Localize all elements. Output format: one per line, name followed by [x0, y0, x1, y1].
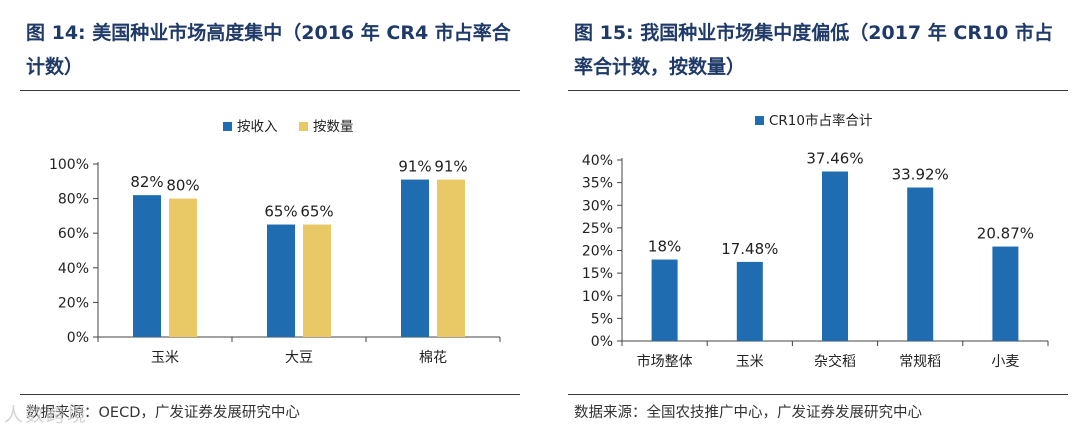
x-category-label: 棉花: [419, 349, 447, 366]
x-category-label: 小麦: [991, 354, 1019, 370]
x-category-label: 市场整体: [637, 353, 693, 370]
y-tick-label: 20%: [58, 295, 89, 311]
y-tick-label: 40%: [582, 153, 613, 169]
y-tick-label: 40%: [58, 261, 89, 277]
data-label: 82%: [130, 173, 163, 191]
figure-14-title: 图 14: 美国种业市场高度集中（2016 年 CR4 市占率合计数）: [26, 22, 511, 78]
y-tick-label: 60%: [58, 226, 89, 242]
x-category-label: 玉米: [736, 354, 764, 370]
watermark-text: 人数跨境: [4, 404, 89, 426]
bottom-divider: [20, 394, 520, 395]
bar-棉花-按数量: [437, 179, 465, 337]
bar-玉米-按收入: [133, 195, 161, 337]
legend-label-1: 按数量: [313, 119, 354, 135]
bar-大豆-按数量: [303, 224, 331, 337]
bar-杂交稻-CR10市占率合计: [822, 171, 848, 341]
y-tick-label: 0%: [67, 330, 89, 346]
data-label: 80%: [166, 177, 199, 195]
figure-14-source: 数据来源：OECD，广发证券发展研究中心: [26, 405, 300, 421]
y-tick-label: 80%: [58, 192, 89, 208]
legend-swatch-0: [755, 116, 764, 125]
data-label: 18%: [648, 238, 681, 256]
figure-14-panel: 图 14: 美国种业市场高度集中（2016 年 CR4 市占率合计数） 按收入 按…: [0, 0, 532, 440]
y-tick-label: 30%: [582, 198, 613, 214]
x-category-label: 杂交稻: [814, 353, 856, 370]
bar-玉米-CR10市占率合计: [736, 261, 763, 341]
data-label: 33.92%: [892, 166, 949, 184]
y-tick-label: 35%: [582, 176, 613, 192]
bar-大豆-按收入: [267, 224, 295, 337]
legend-label-0: 按收入: [237, 119, 278, 135]
y-tick-label: 10%: [582, 289, 613, 305]
bar-小麦-CR10市占率合计: [992, 246, 1019, 341]
x-category-label: 玉米: [151, 350, 179, 366]
y-tick-label: 15%: [582, 266, 613, 282]
figure-15-title: 图 15: 我国种业市场集中度偏低（2017 年 CR10 市占率合计数，按数量…: [574, 22, 1054, 78]
x-category-label: 常规稻: [899, 354, 941, 370]
figure-15-source: 数据来源：全国农技推广中心，广发证券发展研究中心: [574, 405, 922, 421]
top-divider: [20, 90, 520, 91]
legend-swatch-1: [299, 122, 308, 131]
bar-玉米-按数量: [169, 198, 197, 337]
x-category-label: 大豆: [285, 350, 313, 366]
figure-15-chart: CR10市占率合计 0% 5% 10% 15% 20% 25% 30% 35% 40% 市场整体 18…: [582, 112, 1049, 370]
data-label: 37.46%: [806, 149, 863, 167]
data-label: 17.48%: [721, 240, 778, 258]
figure-15-panel: 图 15: 我国种业市场集中度偏低（2017 年 CR10 市占率合计数，按数量…: [548, 0, 1080, 440]
bar-市场整体-CR10市占率合计: [651, 259, 678, 341]
data-label: 91%: [398, 158, 431, 176]
y-tick-label: 100%: [49, 157, 89, 173]
y-tick-label: 0%: [591, 334, 613, 350]
data-label: 91%: [434, 158, 467, 176]
bar-棉花-按收入: [401, 179, 429, 337]
data-label: 20.87%: [977, 225, 1034, 243]
y-tick-label: 5%: [591, 311, 613, 327]
legend-swatch-0: [223, 122, 232, 131]
data-label: 65%: [264, 203, 297, 221]
bar-常规稻-CR10市占率合计: [907, 187, 934, 341]
y-tick-label: 25%: [582, 221, 613, 237]
y-tick-label: 20%: [582, 244, 613, 260]
bottom-divider: [568, 394, 1068, 395]
legend-label-0: CR10市占率合计: [769, 112, 873, 129]
top-divider: [568, 90, 1068, 91]
data-label: 65%: [300, 203, 333, 221]
